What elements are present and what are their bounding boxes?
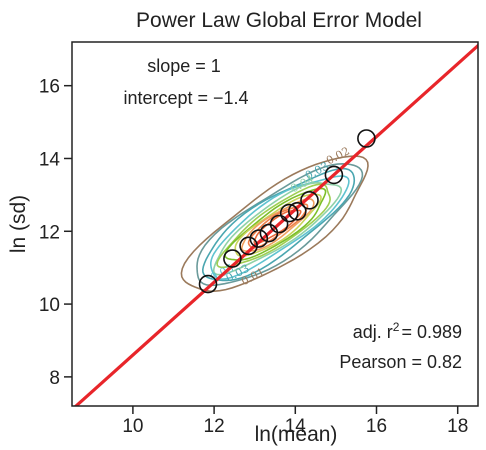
y-tick-label: 16 <box>39 77 60 98</box>
density-contour <box>212 181 343 276</box>
x-axis-label: ln(mean) <box>255 423 338 446</box>
density-contour <box>240 198 315 252</box>
y-tick-label: 8 <box>49 368 60 389</box>
y-axis-label: ln (sd) <box>7 195 30 253</box>
x-tick-label: 12 <box>204 416 225 437</box>
density-contour <box>234 193 322 257</box>
density-contours <box>180 155 369 293</box>
density-contour <box>210 175 350 280</box>
x-tick-label: 18 <box>447 416 468 437</box>
slope-annotation: slope = 1 <box>147 56 221 76</box>
plot-frame <box>71 41 479 407</box>
data-point <box>239 236 258 256</box>
data-point <box>279 203 299 223</box>
y-tick-label: 10 <box>39 295 60 316</box>
data-point <box>357 129 376 148</box>
y-tick-label: 14 <box>39 149 61 170</box>
r2-prefix: adj. r <box>353 322 393 342</box>
y-tick-label: 12 <box>39 222 60 243</box>
data-point <box>324 165 344 185</box>
intercept-annotation: intercept = −1.4 <box>123 88 248 108</box>
density-contour <box>247 203 309 249</box>
x-axis: 10 12 14 16 18 <box>122 406 468 437</box>
density-contour <box>196 162 364 287</box>
fit-line-layer <box>73 43 478 406</box>
r2-superscript: 2 <box>393 320 400 334</box>
x-tick-label: 14 <box>285 416 307 437</box>
chart-title: Power Law Global Error Model <box>136 9 422 32</box>
density-contour <box>180 155 369 293</box>
density-contour <box>224 187 327 261</box>
x-tick-label: 10 <box>122 416 143 437</box>
r2-value: = 0.989 <box>401 322 462 342</box>
data-point <box>269 214 289 234</box>
fit-line <box>73 43 478 406</box>
points-layer <box>198 129 376 294</box>
r2-annotation: adj. r2 = 0.989 <box>353 320 462 342</box>
data-point <box>249 229 269 248</box>
data-point <box>223 249 242 268</box>
data-point <box>198 274 218 294</box>
density-contour <box>216 183 331 269</box>
pearson-annotation: Pearson = 0.82 <box>339 352 462 372</box>
y-axis: 8 10 12 14 16 <box>39 77 72 389</box>
data-point <box>300 191 319 210</box>
x-tick-label: 16 <box>366 416 387 437</box>
density-contour <box>253 209 302 245</box>
data-point <box>287 202 307 221</box>
